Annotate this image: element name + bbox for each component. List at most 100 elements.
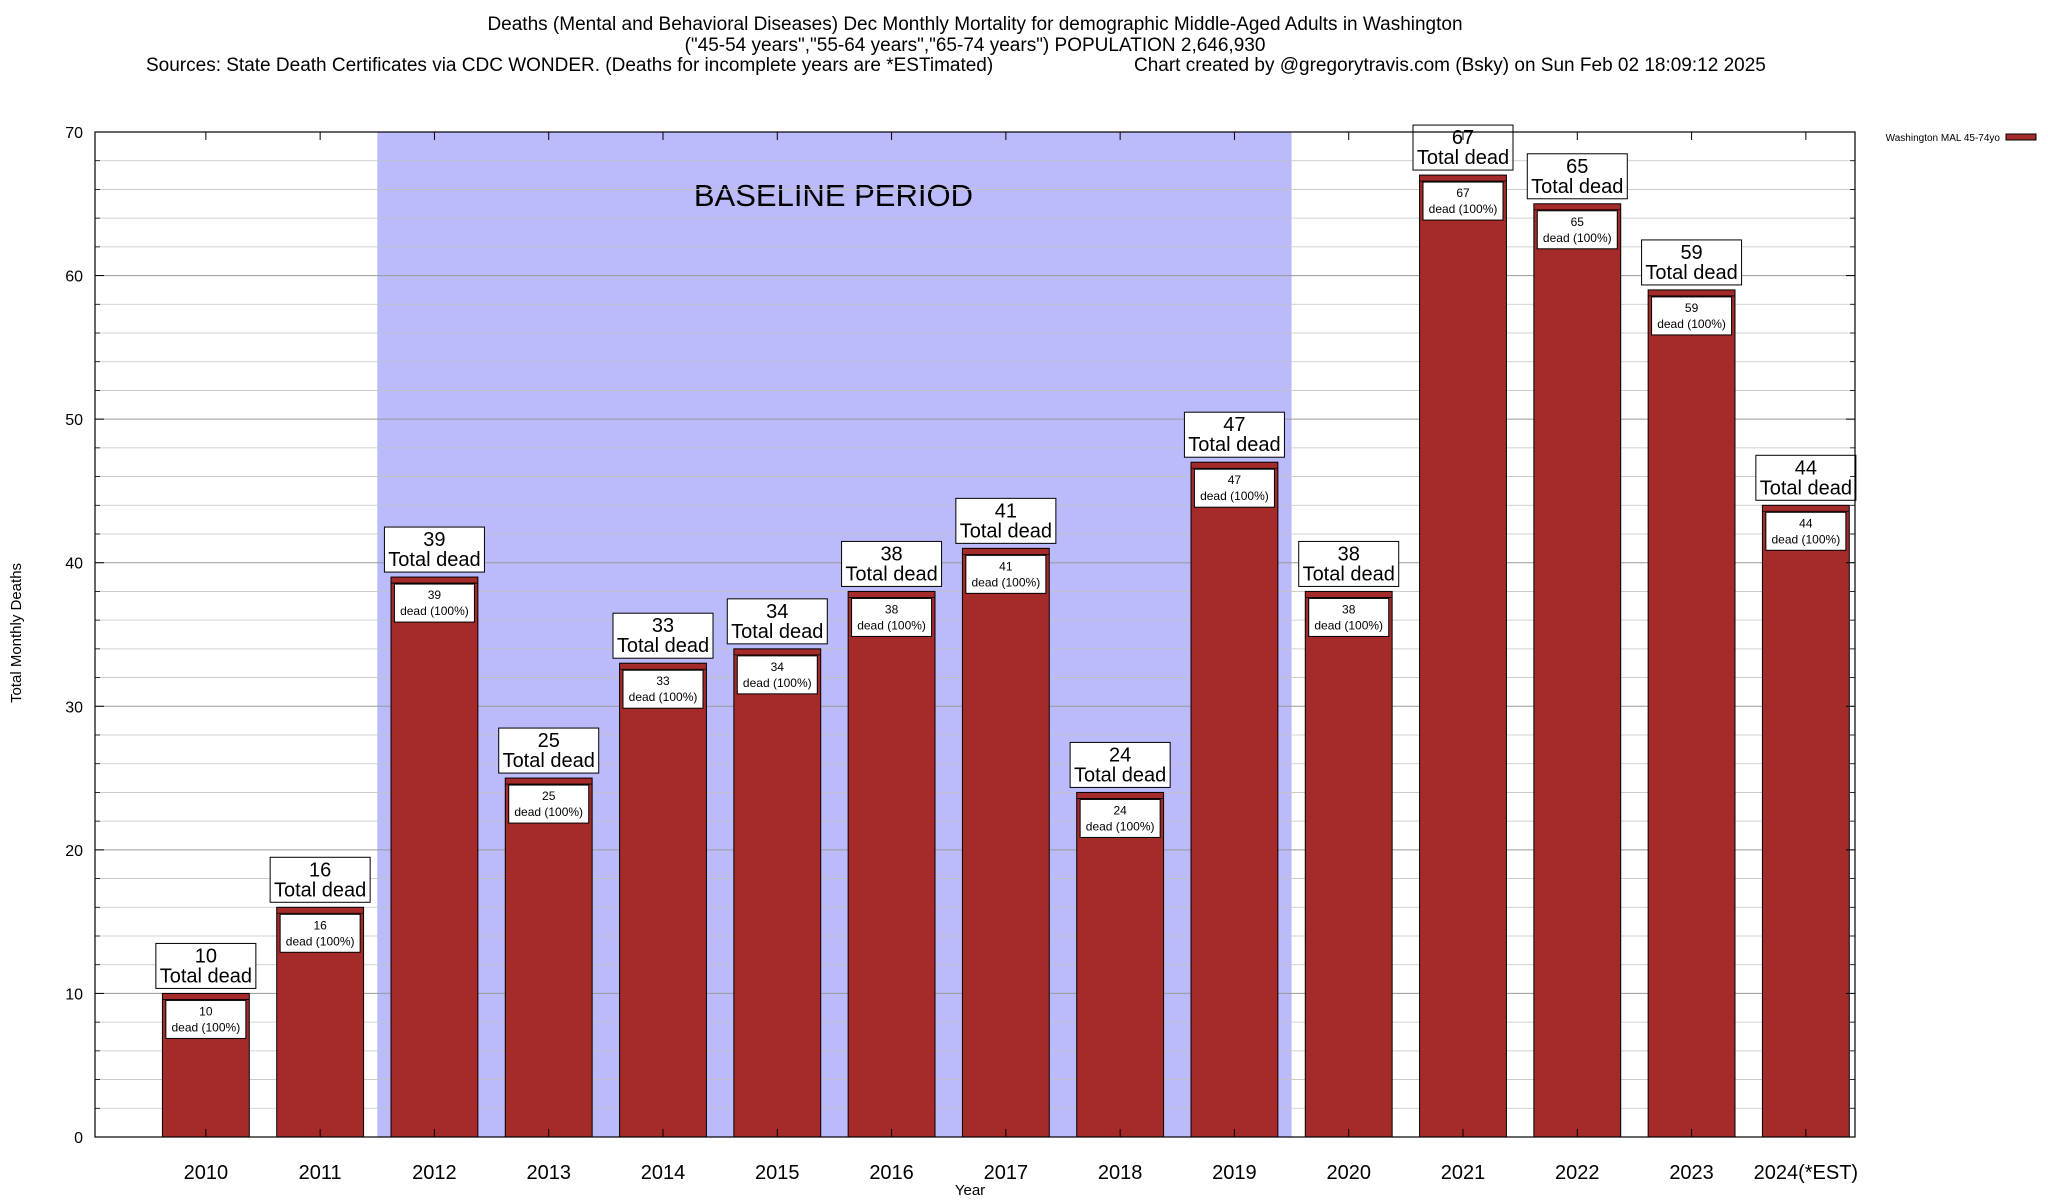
total-label-value: 59 bbox=[1680, 242, 1702, 264]
total-label-box bbox=[955, 497, 1057, 544]
bar bbox=[1076, 791, 1165, 1138]
inner-label-box bbox=[622, 669, 704, 709]
y-tick-label: 50 bbox=[65, 412, 83, 429]
inner-label-value: 33 bbox=[656, 674, 670, 688]
baseline-label: BASELINE PERIOD bbox=[694, 178, 973, 213]
total-label-text: Total dead bbox=[1531, 176, 1623, 198]
x-tick-label: 2013 bbox=[526, 1162, 571, 1184]
total-label-value: 10 bbox=[195, 945, 217, 967]
inner-label-value: 65 bbox=[1571, 215, 1585, 229]
total-label-box bbox=[155, 942, 257, 989]
inner-label-value: 34 bbox=[771, 660, 785, 674]
total-label-value: 65 bbox=[1566, 156, 1588, 178]
total-label-text: Total dead bbox=[960, 520, 1052, 542]
total-label-box bbox=[383, 526, 485, 573]
y-tick-label: 30 bbox=[65, 699, 83, 716]
inner-label-text: dead (100%) bbox=[1086, 819, 1155, 833]
total-label-box bbox=[1069, 741, 1171, 788]
inner-label-text: dead (100%) bbox=[971, 575, 1040, 589]
inner-label-value: 38 bbox=[1342, 602, 1356, 616]
x-axis-label: Year bbox=[955, 1182, 985, 1199]
total-label-text: Total dead bbox=[160, 965, 252, 987]
total-label-value: 25 bbox=[538, 730, 560, 752]
total-label-box bbox=[269, 856, 371, 903]
inner-label-value: 59 bbox=[1685, 301, 1699, 315]
total-label-value: 47 bbox=[1223, 414, 1245, 436]
bar bbox=[1647, 289, 1736, 1138]
inner-label-box bbox=[1536, 210, 1618, 250]
x-tick-label: 2015 bbox=[755, 1162, 800, 1184]
chart-title: Deaths (Mental and Behavioral Diseases) … bbox=[146, 14, 1766, 76]
inner-label-text: dead (100%) bbox=[1543, 231, 1612, 245]
bar bbox=[1190, 461, 1279, 1138]
bar bbox=[733, 648, 822, 1138]
bar bbox=[390, 576, 479, 1138]
x-tick-label: 2010 bbox=[184, 1162, 229, 1184]
inner-label-value: 24 bbox=[1113, 803, 1127, 817]
total-label-box bbox=[841, 540, 943, 587]
inner-label-value: 44 bbox=[1799, 516, 1813, 530]
inner-label-text: dead (100%) bbox=[286, 934, 355, 948]
x-tick-label: 2018 bbox=[1098, 1162, 1143, 1184]
inner-label-box bbox=[279, 913, 361, 953]
bar bbox=[1533, 203, 1622, 1138]
x-tick-label: 2019 bbox=[1212, 1162, 1257, 1184]
inner-label-text: dead (100%) bbox=[1429, 202, 1498, 216]
x-tick-label: 2024(*EST) bbox=[1754, 1162, 1859, 1184]
x-tick-label: 2016 bbox=[869, 1162, 914, 1184]
total-label-box bbox=[1755, 454, 1857, 501]
x-tick-label: 2020 bbox=[1326, 1162, 1371, 1184]
total-label-value: 39 bbox=[423, 529, 445, 551]
y-tick-label: 40 bbox=[65, 556, 83, 573]
total-label-text: Total dead bbox=[274, 879, 366, 901]
inner-label-box bbox=[1308, 597, 1390, 637]
inner-label-box bbox=[1651, 296, 1733, 336]
total-label-box bbox=[498, 727, 600, 774]
y-tick-label: 60 bbox=[65, 269, 83, 286]
title-source-line: Sources: State Death Certificates via CD… bbox=[146, 55, 993, 76]
inner-label-box bbox=[393, 583, 475, 623]
total-label-box bbox=[1526, 153, 1628, 200]
plot-frame bbox=[94, 131, 1856, 1138]
total-label-text: Total dead bbox=[1074, 764, 1166, 786]
total-label-value: 38 bbox=[1338, 543, 1360, 565]
inner-label-value: 25 bbox=[542, 789, 556, 803]
total-label-text: Total dead bbox=[388, 549, 480, 571]
inner-label-value: 10 bbox=[199, 1004, 213, 1018]
x-tick-label: 2014 bbox=[641, 1162, 686, 1184]
inner-label-value: 38 bbox=[885, 602, 899, 616]
total-label-text: Total dead bbox=[1188, 434, 1280, 456]
inner-label-box bbox=[165, 999, 247, 1039]
total-label-text: Total dead bbox=[1645, 262, 1737, 284]
total-label-value: 24 bbox=[1109, 744, 1131, 766]
total-label-box bbox=[1183, 411, 1285, 458]
inner-label-box bbox=[736, 655, 818, 695]
legend-label: Washington MAL 45-74yo bbox=[1886, 133, 2001, 144]
inner-label-box bbox=[1079, 798, 1161, 838]
bar bbox=[619, 662, 707, 1138]
y-tick-label: 70 bbox=[65, 125, 83, 142]
total-label-value: 33 bbox=[652, 615, 674, 637]
y-tick-label: 10 bbox=[65, 986, 83, 1003]
total-label-value: 44 bbox=[1795, 457, 1817, 479]
axes: 0 10 20 30 40 50 60 70 bbox=[65, 125, 1856, 1147]
inner-label-value: 16 bbox=[313, 918, 327, 932]
bar bbox=[961, 547, 1050, 1138]
inner-label-text: dead (100%) bbox=[514, 805, 583, 819]
total-label-value: 41 bbox=[995, 500, 1017, 522]
inner-label-text: dead (100%) bbox=[743, 676, 812, 690]
total-label-box bbox=[1641, 239, 1743, 286]
